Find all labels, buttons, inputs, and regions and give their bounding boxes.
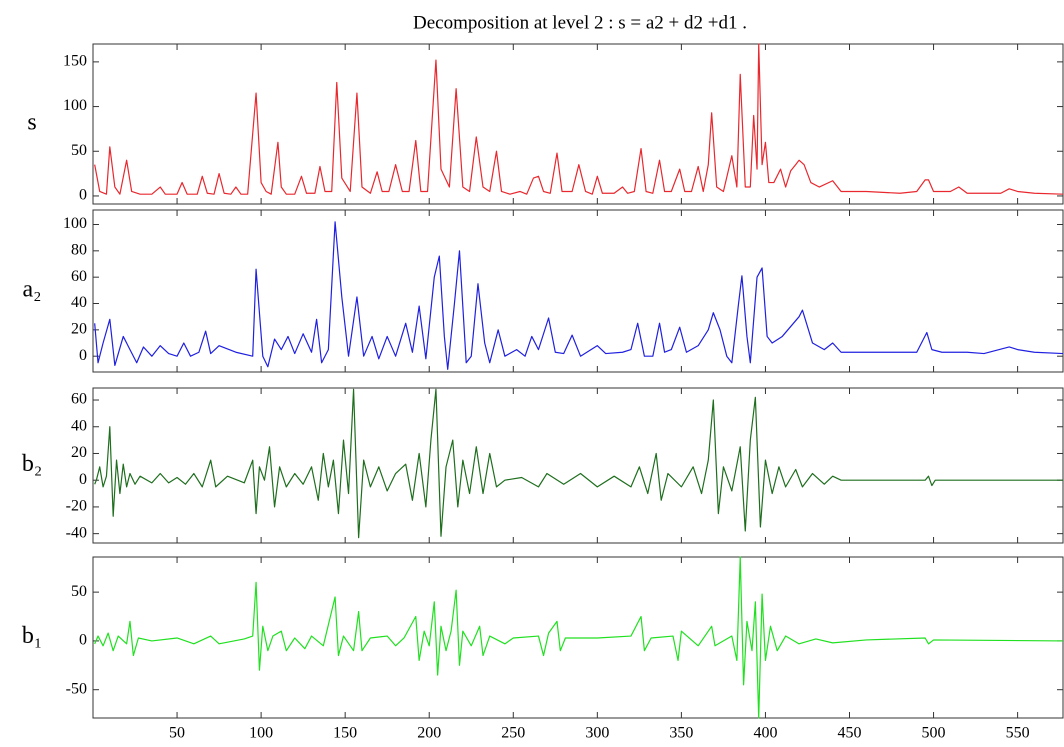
signal-line: [94, 556, 1064, 719]
x-tick-label: 550: [1006, 725, 1030, 742]
x-tick-label: 200: [417, 725, 441, 742]
y-tick-label: 40: [71, 417, 87, 434]
y-tick-label: 0: [79, 632, 87, 649]
y-tick-label: 80: [71, 242, 87, 259]
panel: b₁ -50 0 50 50 100 150 200 250 300 350 400 450 500 550: [22, 556, 1064, 742]
x-tick-label: 250: [501, 725, 525, 742]
y-axis-label: b₁: [22, 623, 42, 649]
y-tick-label: 100: [63, 215, 87, 232]
y-tick-label: -50: [66, 680, 87, 697]
plot-frame: [92, 387, 1064, 544]
signal-line: [94, 221, 1064, 370]
y-tick-label: 100: [63, 97, 87, 114]
plot-frame: [92, 43, 1064, 205]
y-axis-label: s: [27, 110, 36, 136]
x-tick-label: 500: [922, 725, 946, 742]
panel: s 0 50 100 150: [27, 43, 1064, 205]
x-tick-label: 150: [333, 725, 357, 742]
y-tick-label: 60: [71, 391, 87, 408]
x-tick-label: 400: [753, 725, 777, 742]
signal-line: [94, 43, 1064, 195]
x-tick-label: 50: [169, 725, 185, 742]
chart-title: Decomposition at level 2 : s = a2 + d2 +…: [413, 12, 747, 33]
x-tick-label: 300: [585, 725, 609, 742]
x-tick-label: 350: [669, 725, 693, 742]
y-tick-label: -20: [66, 498, 87, 515]
y-axis-label: a₂: [22, 277, 41, 303]
y-tick-label: 0: [79, 187, 87, 204]
x-tick-label: 100: [249, 725, 273, 742]
y-axis-label: b₂: [22, 451, 42, 477]
y-tick-label: 20: [71, 444, 87, 461]
plot-frame: [92, 556, 1064, 719]
y-tick-label: 0: [79, 471, 87, 488]
y-tick-label: 50: [71, 583, 87, 600]
signal-line: [94, 388, 1063, 539]
y-tick-label: 40: [71, 294, 87, 311]
plot-frame: [92, 209, 1064, 373]
x-tick-label: 450: [837, 725, 861, 742]
panel: b₂ -40 -20 0 20 40 60: [22, 387, 1064, 544]
y-tick-label: 150: [63, 53, 87, 70]
y-tick-label: 60: [71, 268, 87, 285]
y-tick-label: -40: [66, 524, 87, 541]
y-tick-label: 20: [71, 321, 87, 338]
panel: a₂ 0 20 40 60 80 100: [22, 209, 1064, 373]
y-tick-label: 50: [71, 142, 87, 159]
y-tick-label: 0: [79, 347, 87, 364]
